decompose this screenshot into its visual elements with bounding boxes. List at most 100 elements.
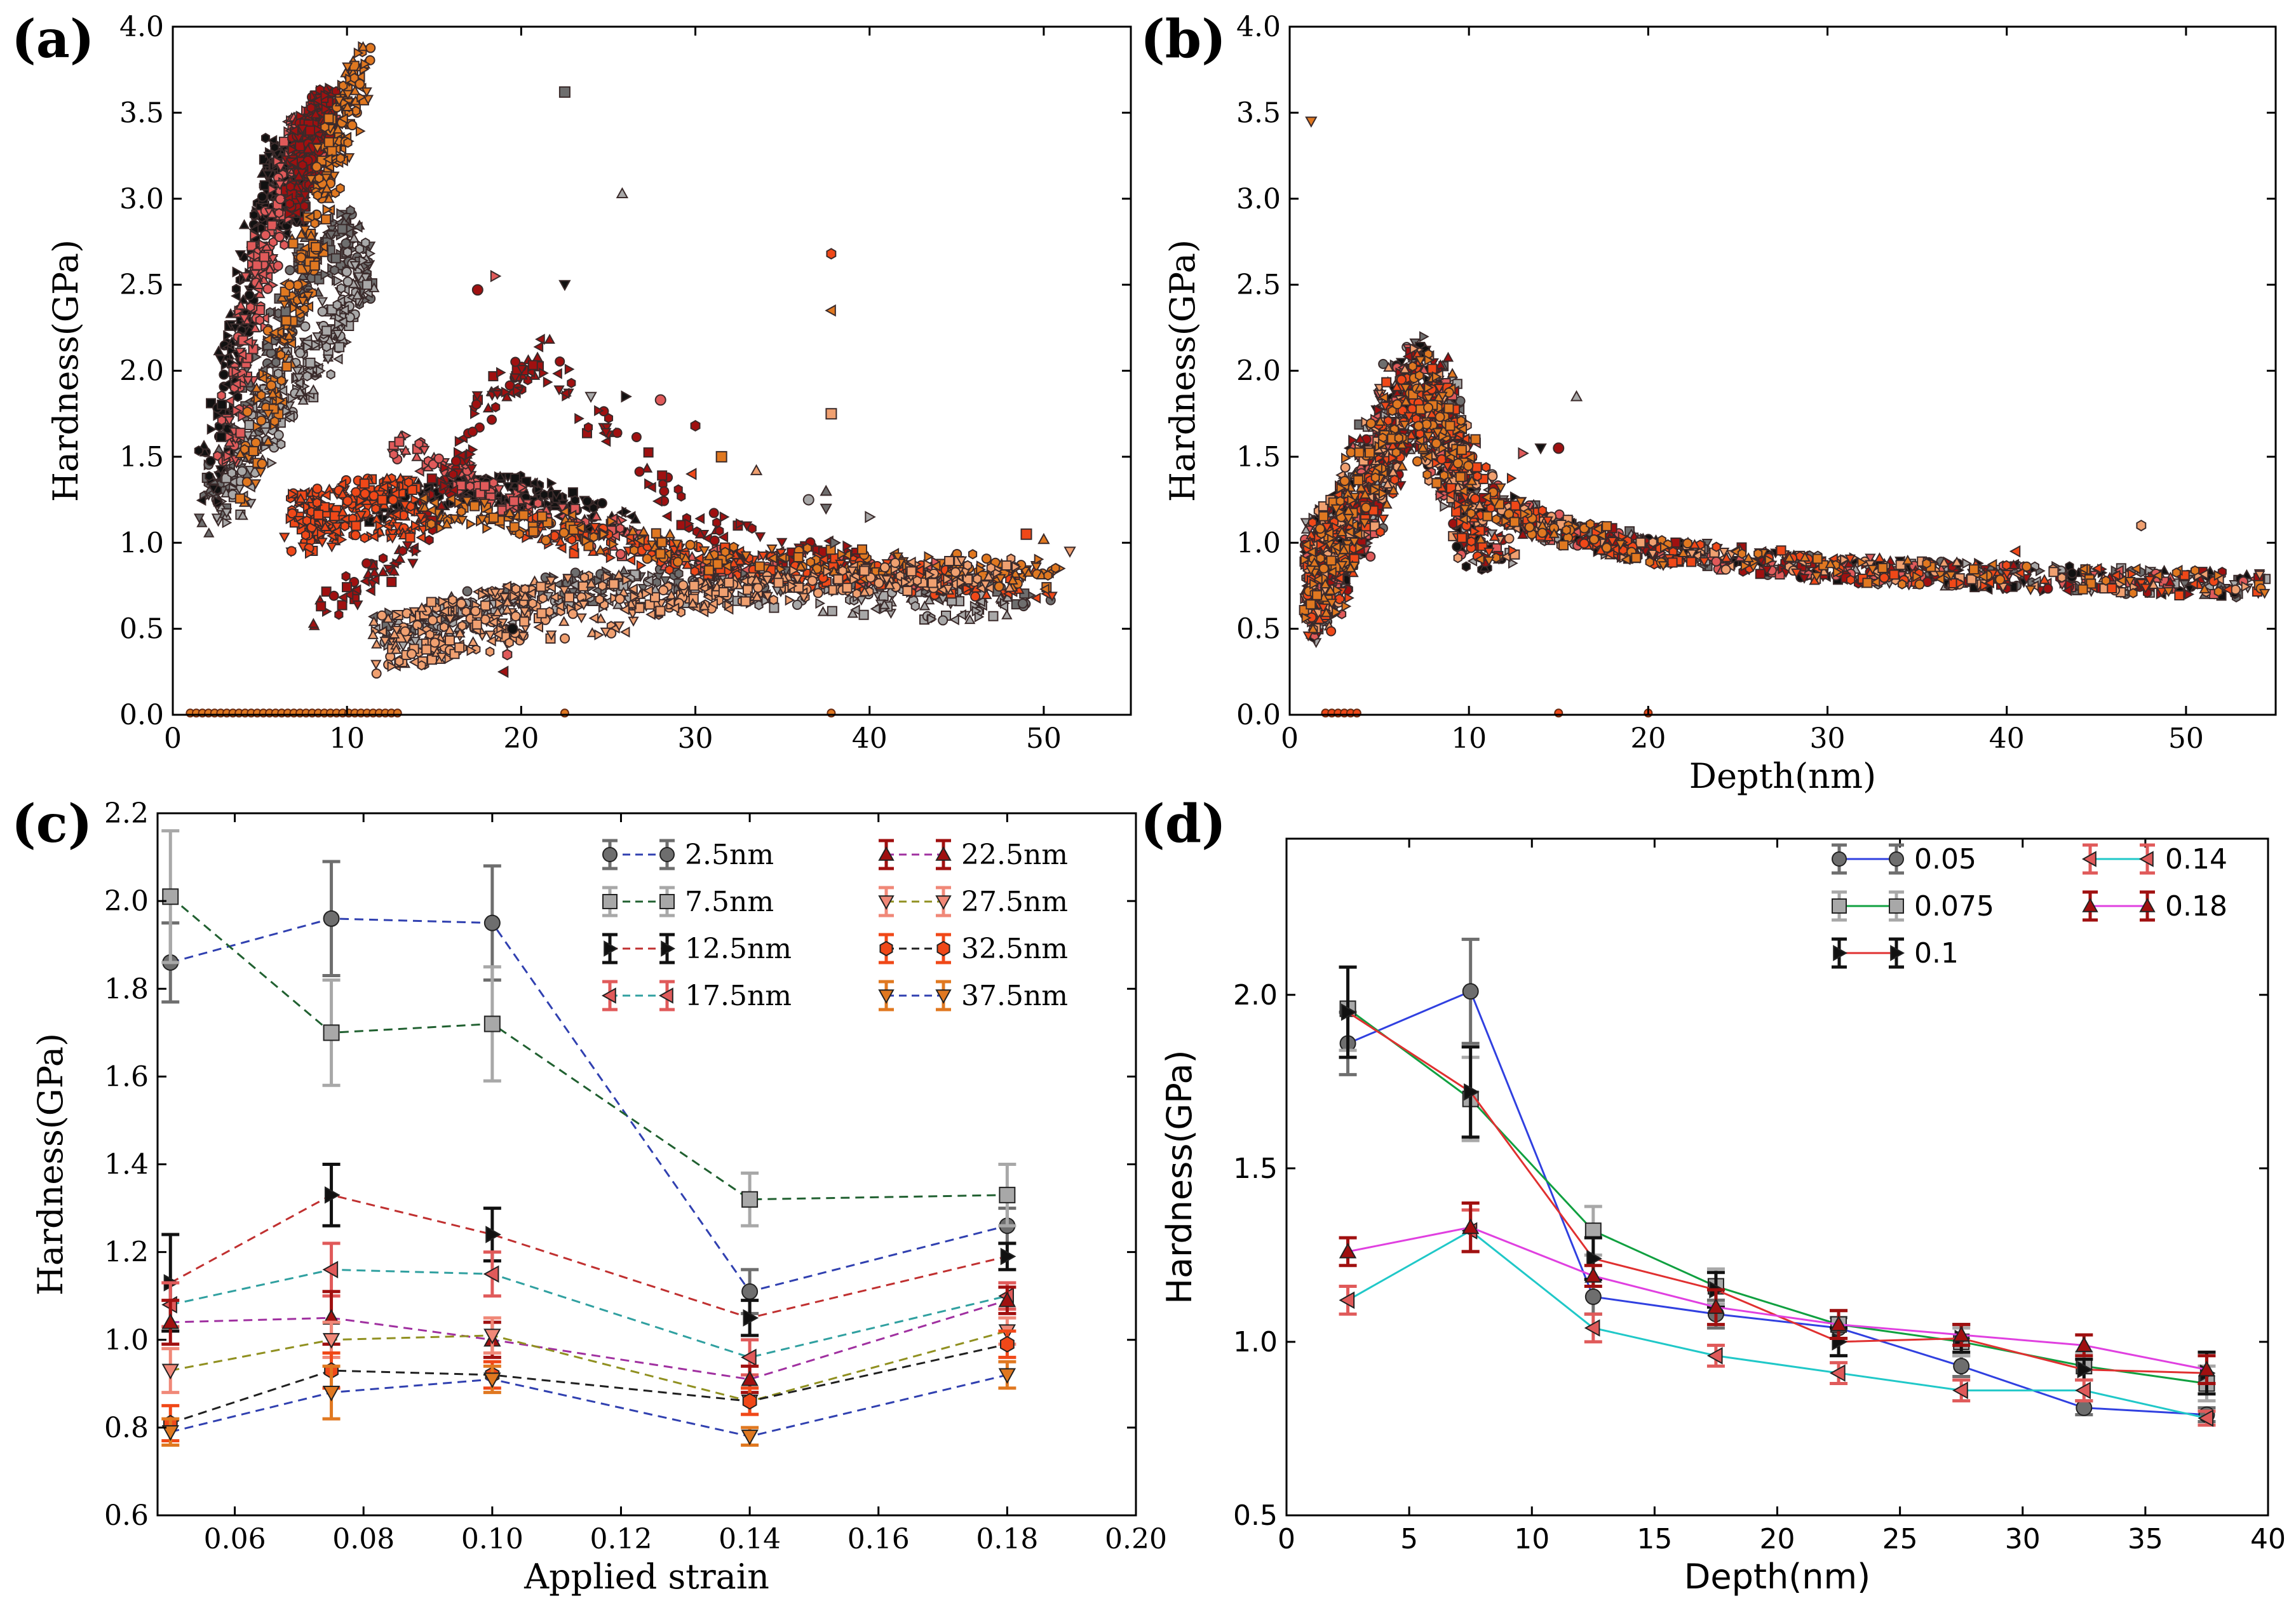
data-point (292, 366, 303, 377)
data-point (652, 577, 661, 588)
data-point (519, 616, 530, 627)
data-point (377, 610, 388, 621)
data-point (241, 477, 252, 487)
data-point (276, 439, 286, 450)
data-point (317, 306, 328, 317)
data-point (312, 497, 322, 508)
data-point (280, 306, 291, 317)
data-point (570, 567, 581, 578)
data-point (414, 438, 424, 449)
data-point (278, 137, 289, 147)
y-tick-label: 1.0 (119, 527, 164, 559)
data-point (409, 637, 421, 647)
data-point (518, 510, 529, 520)
data-point (271, 357, 281, 368)
data-point (313, 190, 322, 201)
data-point (975, 596, 985, 607)
data-point (259, 180, 270, 191)
data-point (998, 600, 1009, 612)
data-point (793, 582, 804, 593)
data-point (485, 646, 495, 657)
y-tick-label: 0.5 (119, 613, 164, 646)
data-point (469, 501, 480, 511)
data-point (956, 609, 966, 621)
data-point (1452, 541, 1462, 552)
data-point (316, 601, 327, 612)
data-point (753, 583, 764, 593)
data-point (295, 252, 306, 263)
outlier-point (502, 649, 513, 661)
data-point (1461, 561, 1471, 572)
data-point (489, 477, 498, 489)
data-point (294, 377, 304, 389)
data-point (259, 252, 269, 262)
data-point (237, 510, 248, 520)
data-point (994, 581, 1004, 592)
data-point (528, 526, 539, 537)
data-point (555, 356, 565, 367)
data-point (833, 574, 844, 585)
data-point (642, 553, 652, 564)
data-point (341, 266, 352, 277)
outlier-point (1020, 528, 1032, 540)
data-point (231, 290, 241, 302)
data-point (242, 431, 253, 442)
data-point (919, 600, 931, 611)
data-point (515, 529, 524, 539)
data-point (257, 389, 266, 401)
data-point (238, 219, 250, 229)
data-point (793, 552, 804, 563)
data-point (339, 304, 349, 316)
data-point (221, 508, 233, 518)
data-point (678, 580, 689, 591)
data-point (389, 449, 398, 460)
data-point (360, 488, 370, 499)
data-point (938, 615, 949, 626)
data-point (769, 594, 778, 606)
data-point (193, 513, 205, 524)
data-point (589, 532, 598, 543)
data-point (578, 581, 589, 592)
data-point (400, 626, 410, 637)
data-point (244, 419, 255, 430)
data-point (724, 578, 734, 588)
data-point (657, 470, 668, 481)
data-point (659, 486, 670, 497)
data-point (305, 357, 316, 368)
data-point (217, 415, 226, 426)
data-point (950, 567, 961, 578)
data-point (347, 120, 358, 131)
x-tick-label: 40 (852, 722, 888, 755)
data-point (359, 478, 370, 489)
data-point (305, 125, 316, 136)
data-point (217, 390, 226, 401)
data-point (398, 545, 407, 557)
data-point (986, 562, 996, 573)
data-point (341, 571, 351, 582)
data-point (335, 183, 345, 194)
data-point (944, 555, 955, 566)
data-point (320, 269, 331, 280)
data-point (361, 237, 370, 248)
outlier-point (654, 394, 666, 406)
data-point (342, 247, 353, 257)
data-point (332, 299, 342, 311)
outlier-point (826, 248, 837, 260)
data-point (807, 576, 818, 586)
data-point (456, 598, 467, 609)
data-point (286, 546, 297, 557)
data-point (277, 385, 288, 396)
y-tick-label: 3.0 (119, 183, 164, 215)
data-point (298, 159, 307, 170)
outlier-point (715, 450, 727, 463)
data-point (222, 517, 233, 529)
data-point (313, 510, 324, 520)
y-tick-label: 0.0 (119, 699, 164, 731)
data-point (244, 290, 255, 301)
data-point (445, 635, 456, 646)
data-point (470, 606, 481, 616)
data-point (242, 407, 253, 417)
data-point (858, 609, 869, 620)
data-point (267, 220, 278, 231)
